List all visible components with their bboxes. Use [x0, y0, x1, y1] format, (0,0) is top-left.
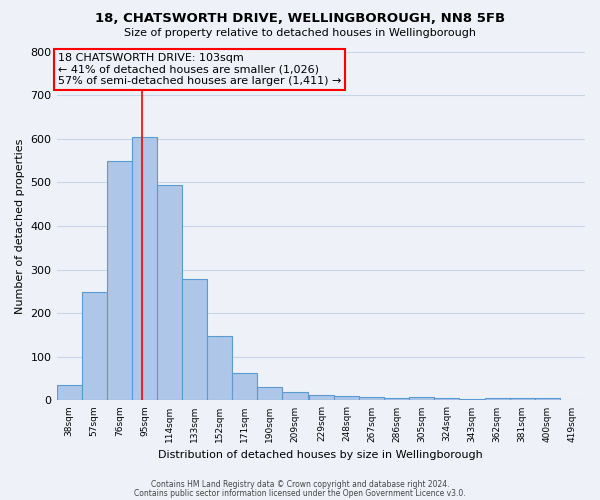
Bar	[157, 186, 182, 400]
Text: Size of property relative to detached houses in Wellingborough: Size of property relative to detached ho…	[124, 28, 476, 38]
Bar	[485, 398, 509, 400]
Bar	[334, 396, 359, 400]
Bar	[460, 399, 485, 400]
Text: Contains public sector information licensed under the Open Government Licence v3: Contains public sector information licen…	[134, 488, 466, 498]
Bar	[359, 397, 384, 400]
Bar	[535, 398, 560, 400]
Bar	[132, 136, 157, 400]
Bar	[283, 392, 308, 400]
Bar	[309, 395, 334, 400]
Bar	[434, 398, 460, 400]
Bar	[182, 279, 207, 400]
Bar	[384, 398, 409, 400]
Text: 18 CHATSWORTH DRIVE: 103sqm
← 41% of detached houses are smaller (1,026)
57% of : 18 CHATSWORTH DRIVE: 103sqm ← 41% of det…	[58, 53, 341, 86]
Bar	[56, 385, 82, 400]
Text: 18, CHATSWORTH DRIVE, WELLINGBOROUGH, NN8 5FB: 18, CHATSWORTH DRIVE, WELLINGBOROUGH, NN…	[95, 12, 505, 26]
Bar	[509, 398, 535, 400]
Text: Contains HM Land Registry data © Crown copyright and database right 2024.: Contains HM Land Registry data © Crown c…	[151, 480, 449, 489]
Bar	[232, 374, 257, 400]
Bar	[257, 388, 283, 400]
Bar	[82, 292, 107, 401]
Bar	[207, 336, 232, 400]
Y-axis label: Number of detached properties: Number of detached properties	[15, 138, 25, 314]
Bar	[409, 398, 434, 400]
X-axis label: Distribution of detached houses by size in Wellingborough: Distribution of detached houses by size …	[158, 450, 483, 460]
Bar	[107, 162, 132, 400]
